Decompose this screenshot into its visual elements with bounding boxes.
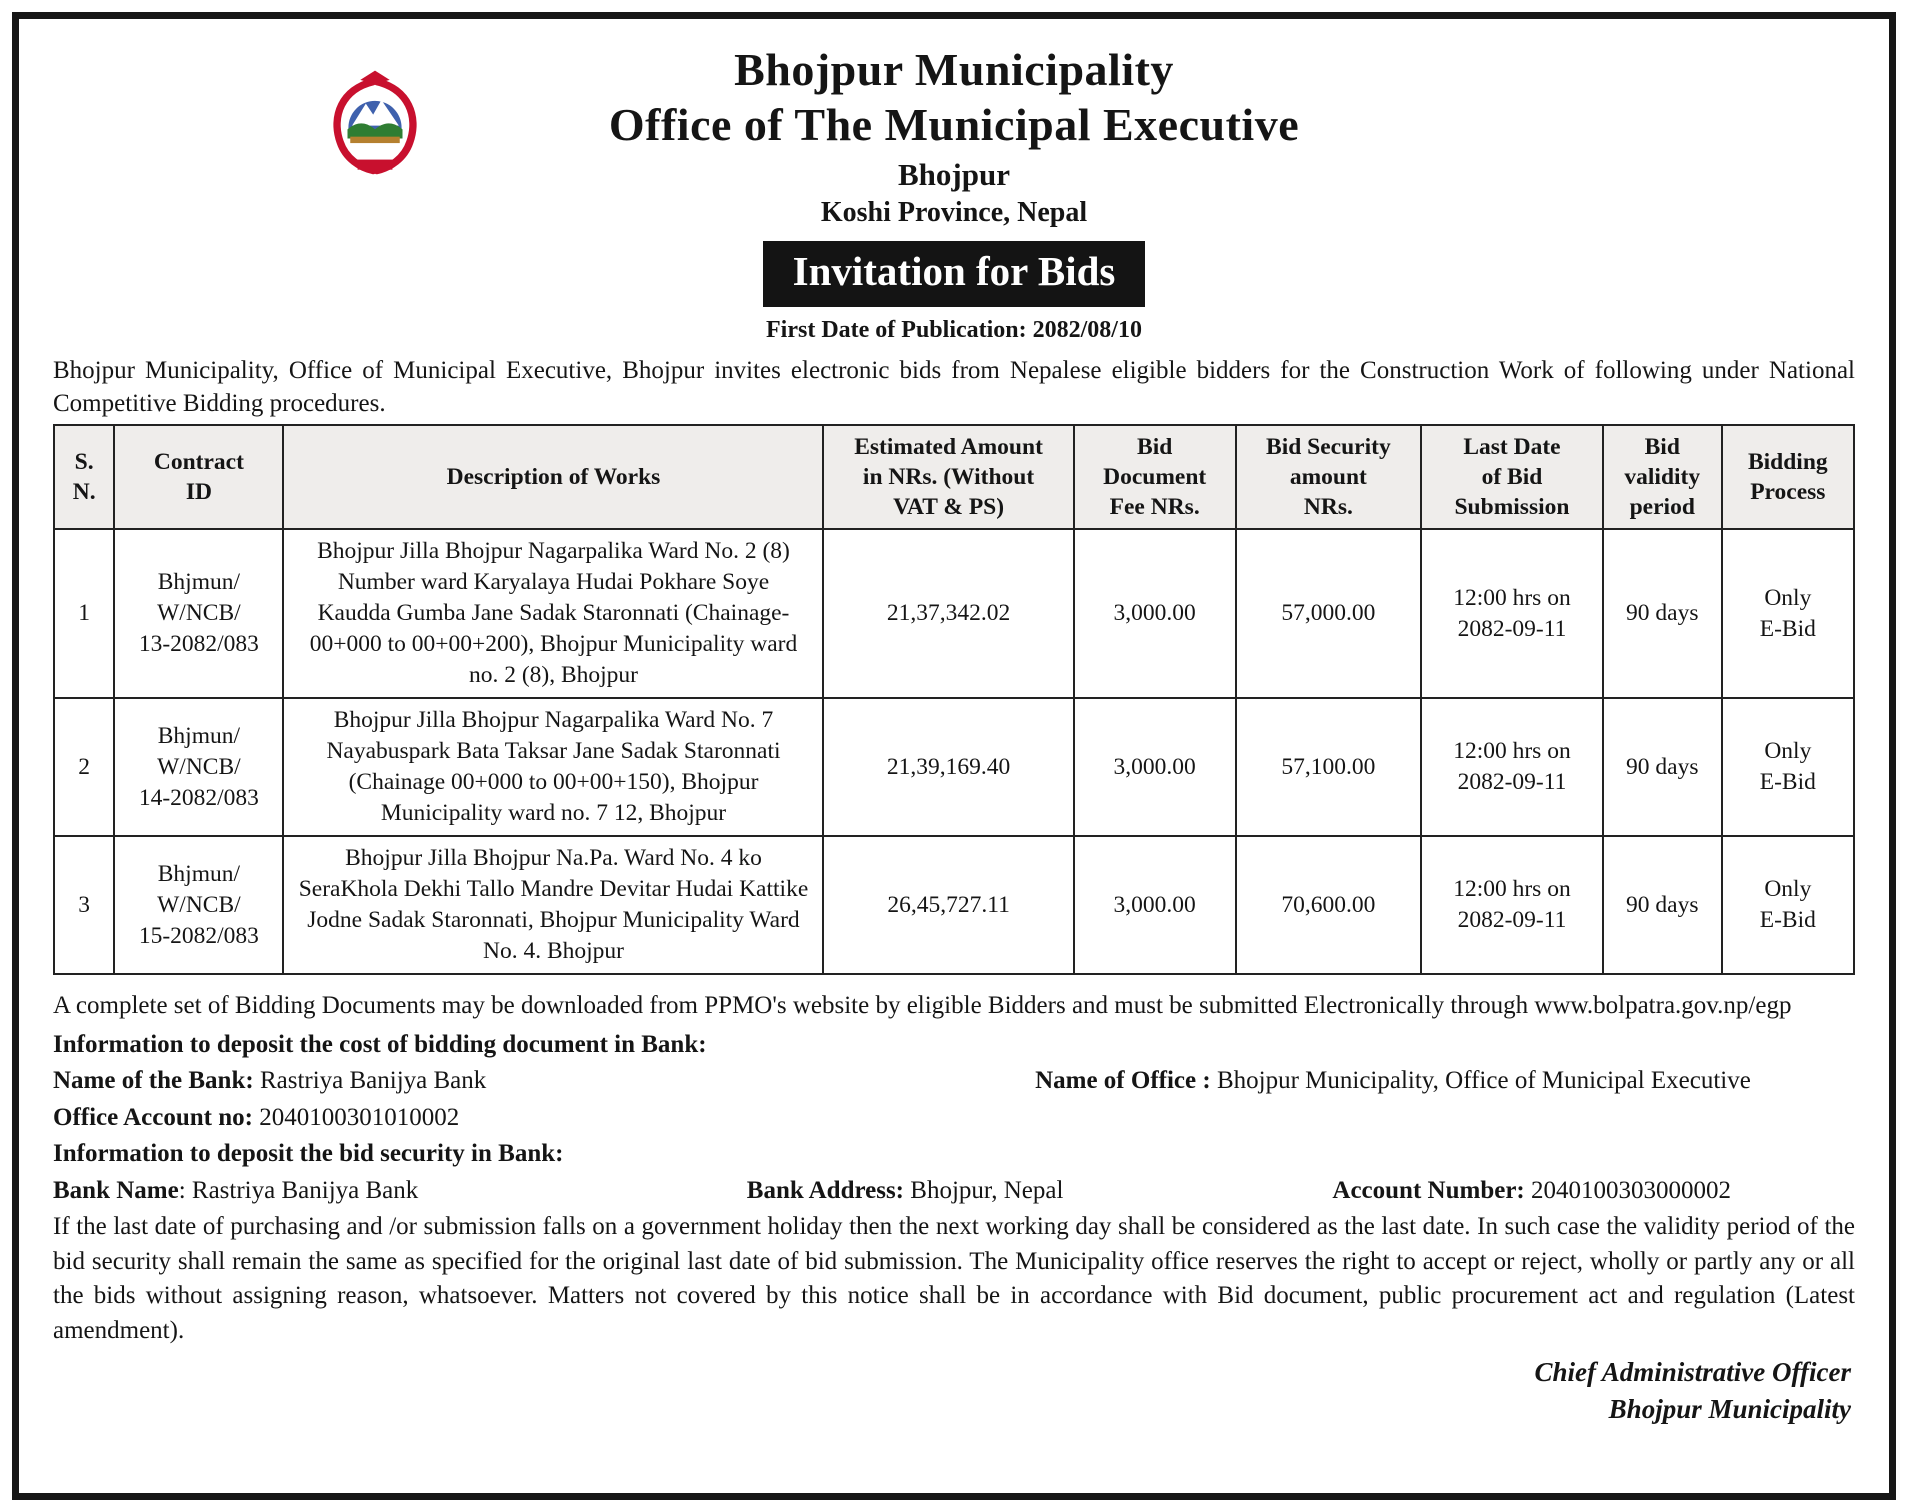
- cell-sn: 2: [52, 697, 116, 838]
- office-account-line: Office Account no: 2040100301010002: [53, 1101, 1855, 1136]
- terms-paragraph: If the last date of purchasing and /or s…: [53, 1213, 1855, 1344]
- cell-bidding-process: Only E-Bid: [1720, 528, 1856, 700]
- cell-bid-document-fee: 3,000.00: [1072, 528, 1237, 700]
- header-validity: Bid validity period: [1601, 423, 1723, 531]
- bank-address-label: Bank Address:: [746, 1176, 905, 1204]
- cell-description: Bhojpur Jilla Bhojpur Nagarpalika Ward N…: [282, 697, 825, 838]
- download-note: A complete set of Bidding Documents may …: [53, 992, 1792, 1020]
- cell-bid-security: 57,100.00: [1234, 697, 1423, 838]
- cell-contract-id: Bhjmun/ W/NCB/ 15-2082/083: [113, 835, 285, 976]
- bank2-label: Bank Name: [53, 1176, 179, 1204]
- table-row: 1 Bhjmun/ W/NCB/ 13-2082/083 Bhojpur Jil…: [52, 528, 1856, 700]
- account-number-value: 2040100303000002: [1524, 1176, 1731, 1204]
- table-header-row: S. N. Contract ID Description of Works E…: [52, 423, 1856, 531]
- intro-paragraph: Bhojpur Municipality, Office of Municipa…: [53, 357, 1855, 417]
- cell-sn: 1: [52, 528, 116, 700]
- header-sn: S. N.: [52, 423, 116, 531]
- cell-bid-security: 70,600.00: [1234, 835, 1423, 976]
- office-name-line: Name of Office : Bhojpur Municipality, O…: [1035, 1064, 1855, 1099]
- cell-estimated-amount: 21,39,169.40: [822, 697, 1075, 838]
- signature-block: Chief Administrative Officer Bhojpur Mun…: [53, 1354, 1855, 1427]
- office-name: Office of The Municipal Executive: [608, 99, 1300, 150]
- cell-description: Bhojpur Jilla Bhojpur Na.Pa. Ward No. 4 …: [282, 835, 825, 976]
- header-contract-id: Contract ID: [113, 423, 285, 531]
- document-border-frame: Bhojpur Municipality Office of The Munic…: [12, 12, 1896, 1500]
- cell-last-date: 12:00 hrs on 2082-09-11: [1420, 528, 1604, 700]
- cell-validity: 90 days: [1601, 835, 1723, 976]
- table-row: 2 Bhjmun/ W/NCB/ 14-2082/083 Bhojpur Jil…: [52, 697, 1856, 838]
- cell-last-date: 12:00 hrs on 2082-09-11: [1420, 835, 1604, 976]
- bids-table: S. N. Contract ID Description of Works E…: [52, 423, 1856, 976]
- cell-last-date: 12:00 hrs on 2082-09-11: [1420, 697, 1604, 838]
- bank-name-label: Name of the Bank:: [53, 1067, 254, 1095]
- table-row: 3 Bhjmun/ W/NCB/ 15-2082/083 Bhojpur Jil…: [52, 835, 1856, 976]
- province-name: Koshi Province, Nepal: [820, 197, 1088, 228]
- cell-bid-document-fee: 3,000.00: [1072, 697, 1237, 838]
- nepal-emblem-icon: [333, 70, 417, 175]
- bank-name-value: Rastriya Banijya Bank: [253, 1067, 487, 1095]
- nepal-emblem-logo: [319, 67, 431, 182]
- bank-name-line: Name of the Bank: Rastriya Banijya Bank: [53, 1064, 1035, 1099]
- header-bidding-process: Bidding Process: [1720, 423, 1856, 531]
- cell-estimated-amount: 21,37,342.02: [822, 528, 1075, 700]
- invitation-banner: Invitation for Bids: [762, 241, 1146, 307]
- cell-bid-document-fee: 3,000.00: [1072, 835, 1237, 976]
- municipality-name: Bhojpur Municipality: [734, 44, 1174, 95]
- cell-bid-security: 57,000.00: [1234, 528, 1423, 700]
- cell-bidding-process: Only E-Bid: [1720, 835, 1856, 976]
- cell-validity: 90 days: [1601, 697, 1723, 838]
- account-number-line: Account Number: 2040100303000002: [1332, 1174, 1855, 1209]
- bank2-value: : Rastriya Banijya Bank: [178, 1176, 419, 1204]
- header-bid-security: Bid Security amount NRs.: [1234, 423, 1423, 531]
- office-name-value: Bhojpur Municipality, Office of Municipa…: [1210, 1067, 1751, 1095]
- header-bid-document-fee: Bid Document Fee NRs.: [1072, 423, 1237, 531]
- bank-address-line: Bank Address: Bhojpur, Nepal: [747, 1174, 1333, 1209]
- bank2-line: Bank Name: Rastriya Banijya Bank: [53, 1174, 747, 1209]
- cell-contract-id: Bhjmun/ W/NCB/ 13-2082/083: [113, 528, 285, 700]
- account-number-label: Account Number:: [1332, 1176, 1525, 1204]
- place-name: Bhojpur: [898, 157, 1010, 192]
- bank-address-value: Bhojpur, Nepal: [904, 1176, 1064, 1204]
- header-description: Description of Works: [282, 423, 825, 531]
- office-account-value: 2040100301010002: [252, 1103, 460, 1131]
- office-name-label: Name of Office :: [1035, 1067, 1211, 1095]
- bank-office-line: Name of the Bank: Rastriya Banijya Bank …: [53, 1064, 1855, 1099]
- document-header: Bhojpur Municipality Office of The Munic…: [53, 43, 1855, 344]
- deposit-doc-heading: Information to deposit the cost of biddi…: [53, 1030, 707, 1058]
- office-account-label: Office Account no:: [53, 1103, 253, 1131]
- cell-sn: 3: [52, 835, 116, 976]
- publication-date: First Date of Publication: 2082/08/10: [766, 317, 1142, 343]
- header-estimated-amount: Estimated Amount in NRs. (Without VAT & …: [822, 423, 1075, 531]
- header-last-date: Last Date of Bid Submission: [1420, 423, 1604, 531]
- cell-estimated-amount: 26,45,727.11: [822, 835, 1075, 976]
- cell-bidding-process: Only E-Bid: [1720, 697, 1856, 838]
- cell-contract-id: Bhjmun/ W/NCB/ 14-2082/083: [113, 697, 285, 838]
- cell-description: Bhojpur Jilla Bhojpur Nagarpalika Ward N…: [282, 528, 825, 700]
- bank-security-line: Bank Name: Rastriya Banijya Bank Bank Ad…: [53, 1174, 1855, 1209]
- footer-notes: A complete set of Bidding Documents may …: [53, 989, 1855, 1427]
- cell-validity: 90 days: [1601, 528, 1723, 700]
- signature-org: Bhojpur Municipality: [1608, 1393, 1851, 1424]
- deposit-security-heading: Information to deposit the bid security …: [53, 1140, 564, 1168]
- signature-title: Chief Administrative Officer: [1534, 1357, 1852, 1388]
